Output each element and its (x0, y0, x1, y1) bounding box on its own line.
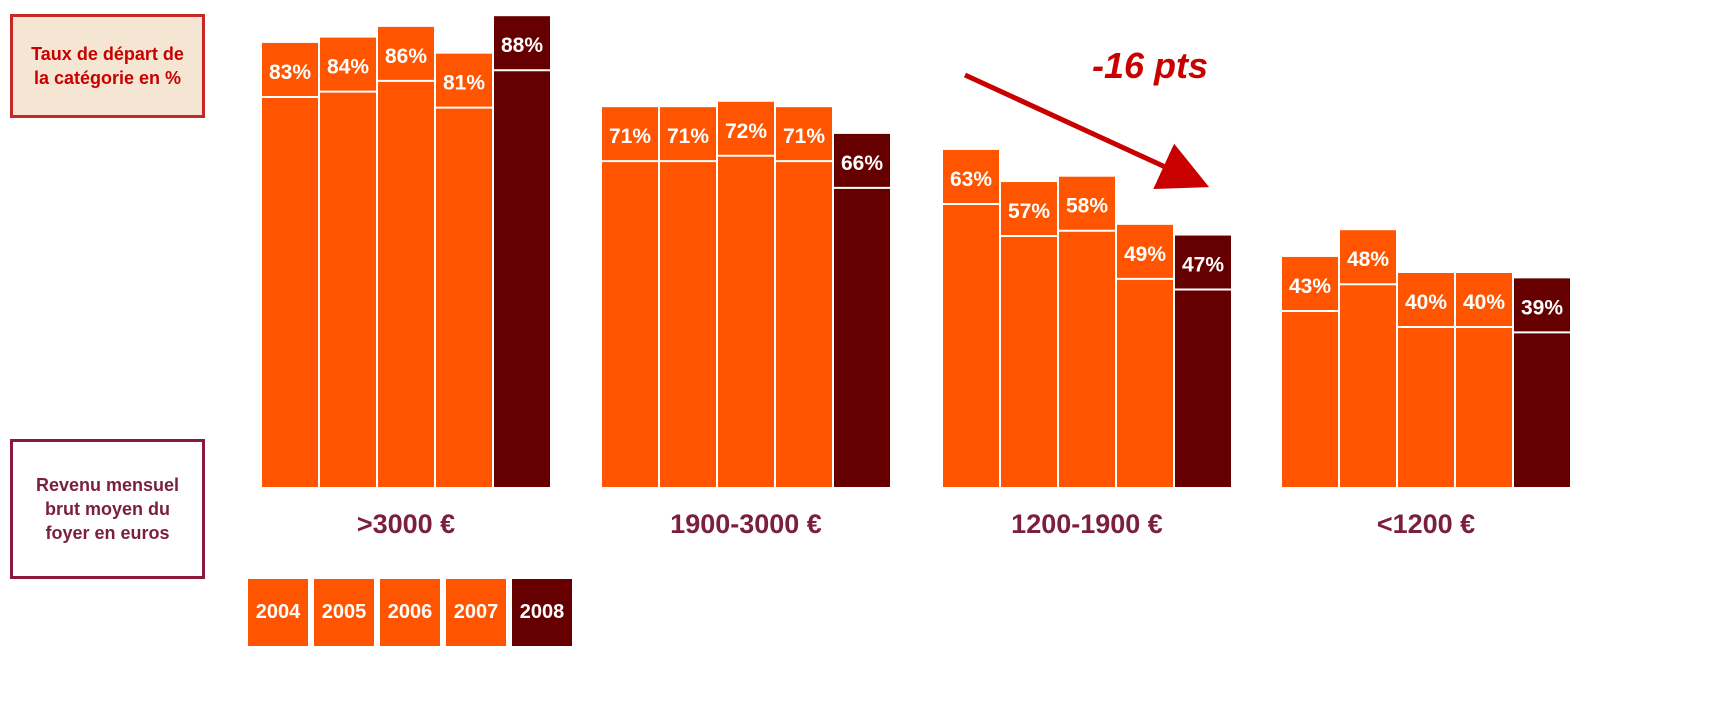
bar-2008-group-1 (494, 16, 550, 487)
bar-2007-group-4 (1456, 273, 1512, 487)
bar-2007-group-3 (1117, 224, 1173, 487)
data-label: 39% (1521, 296, 1563, 319)
data-label: 48% (1347, 248, 1389, 271)
data-label: 88% (501, 34, 543, 57)
bar-2007-group-2 (776, 107, 832, 488)
legend-item-2006: 2006 (380, 579, 440, 646)
data-label: 71% (783, 125, 825, 148)
legend-item-2004: 2004 (248, 579, 308, 646)
legend-item-2005: 2005 (314, 579, 374, 646)
bar-2004-group-3 (943, 149, 999, 487)
bar-2004-group-1 (262, 42, 318, 487)
rate-label-text: Taux de départ de la catégorie en % (31, 44, 184, 88)
data-label: 47% (1182, 254, 1224, 277)
data-label: 43% (1289, 275, 1331, 298)
rate-label-box: Taux de départ de la catégorie en % (10, 14, 205, 118)
bar-2006-group-1 (378, 26, 434, 488)
category-label: >3000 € (357, 509, 455, 539)
bar-2006-group-2 (718, 101, 774, 488)
data-label: 63% (950, 168, 992, 191)
bar-2004-group-4 (1282, 256, 1338, 487)
income-label-text: Revenu mensuel brut moyen du foyer en eu… (35, 475, 180, 543)
bar-2007-group-1 (436, 53, 492, 488)
legend-item-2007: 2007 (446, 579, 506, 646)
bar-2006-group-4 (1398, 273, 1454, 487)
legend-item-2008: 2008 (512, 579, 572, 646)
income-label-box: Revenu mensuel brut moyen du foyer en eu… (10, 439, 205, 579)
bar-2005-group-3 (1001, 182, 1057, 488)
data-label: 71% (609, 125, 651, 148)
data-label: 58% (1066, 195, 1108, 218)
data-label: 57% (1008, 200, 1050, 223)
data-label: 40% (1463, 291, 1505, 314)
category-label: <1200 € (1377, 509, 1475, 539)
bar-2005-group-1 (320, 37, 376, 487)
trend-arrow (963, 72, 1210, 190)
bar-2008-group-4 (1514, 278, 1570, 487)
bar-2008-group-2 (834, 133, 890, 487)
data-label: 66% (841, 152, 883, 175)
data-label: 72% (725, 120, 767, 143)
data-label: 49% (1124, 243, 1166, 266)
category-label: 1200-1900 € (1011, 509, 1163, 539)
bar-2005-group-2 (660, 107, 716, 488)
data-label: 71% (667, 125, 709, 148)
bar-2008-group-3 (1175, 235, 1231, 487)
data-label: 86% (385, 45, 427, 68)
category-label: 1900-3000 € (670, 509, 822, 539)
data-label: 83% (269, 61, 311, 84)
data-label: 81% (443, 72, 485, 95)
bar-2005-group-4 (1340, 230, 1396, 487)
annotation-text: -16 pts (1091, 45, 1209, 86)
bar-2006-group-3 (1059, 176, 1115, 487)
bar-2004-group-2 (602, 107, 658, 488)
data-label: 40% (1405, 291, 1447, 314)
year-legend: 2004 2005 2006 2007 2008 (248, 579, 572, 646)
data-label: 84% (327, 56, 369, 79)
